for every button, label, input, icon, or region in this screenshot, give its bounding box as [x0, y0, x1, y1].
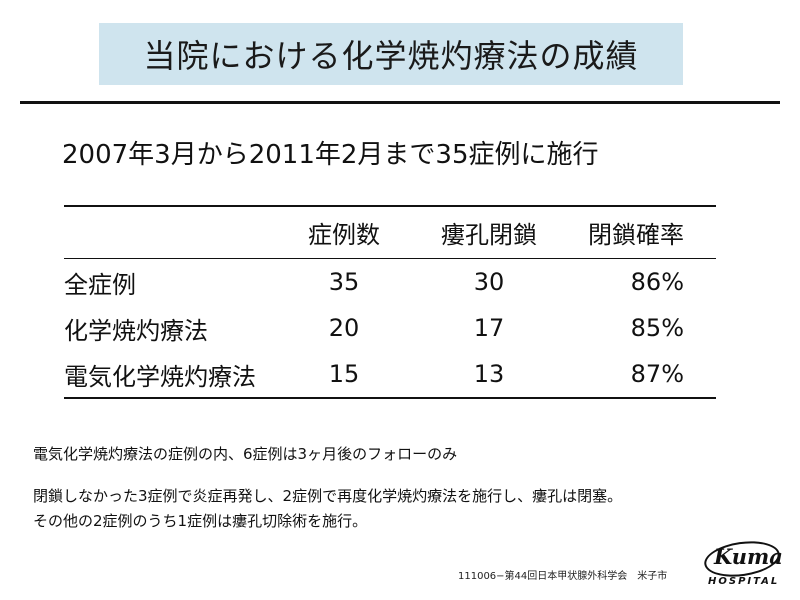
title-divider: [20, 101, 780, 104]
row-closed: 13: [473, 360, 505, 388]
note-resection: その他の2症例のうち1症例は瘻孔切除術を施行。: [33, 512, 368, 530]
note-recurrence: 閉鎖しなかった3症例で炎症再発し、2症例で再度化学焼灼療法を施行し、瘻孔は閉塞。: [33, 487, 623, 505]
table-row: 電気化学焼灼療法 15 13 87%: [64, 351, 716, 397]
note-followup: 電気化学焼灼療法の症例の内、6症例は3ヶ月後のフォローのみ: [33, 445, 458, 463]
row-rate: 87%: [630, 360, 684, 388]
slide-subtitle: 2007年3月から2011年2月まで35症例に施行: [62, 140, 599, 170]
table-top-rule: [64, 205, 716, 207]
title-box: 当院における化学焼灼療法の成績: [99, 23, 683, 85]
kuma-hospital-logo: Kuma HOSPITAL: [702, 536, 783, 592]
row-label: 化学焼灼療法: [64, 316, 208, 345]
row-closed: 30: [473, 268, 505, 296]
row-closed: 17: [473, 314, 505, 342]
table-header-row: 症例数 瘻孔閉鎖 閉鎖確率: [64, 207, 716, 258]
table-row: 全症例 35 30 86%: [64, 259, 716, 305]
header-cell-rate: 閉鎖確率: [588, 221, 684, 249]
header-cell-closed: 瘻孔閉鎖: [441, 221, 537, 249]
row-rate: 86%: [630, 268, 684, 296]
results-table: 症例数 瘻孔閉鎖 閉鎖確率 全症例 35 30 86% 化学焼灼療法 20 17…: [64, 205, 716, 399]
row-rate: 85%: [630, 314, 684, 342]
table-row: 化学焼灼療法 20 17 85%: [64, 305, 716, 351]
table-header-rule: [64, 258, 716, 259]
row-cases: 20: [328, 314, 360, 342]
slide-title: 当院における化学焼灼療法の成績: [143, 37, 639, 75]
row-cases: 35: [328, 268, 360, 296]
header-cell-cases: 症例数: [308, 221, 380, 249]
logo-wordmark: Kuma: [714, 544, 783, 569]
row-cases: 15: [328, 360, 360, 388]
footer-citation: 111006−第44回日本甲状腺外科学会 米子市: [458, 571, 668, 582]
table-bottom-rule: [64, 397, 716, 399]
row-label: 電気化学焼灼療法: [64, 362, 256, 391]
logo-subtext: HOSPITAL: [708, 576, 780, 587]
row-label: 全症例: [64, 270, 136, 299]
